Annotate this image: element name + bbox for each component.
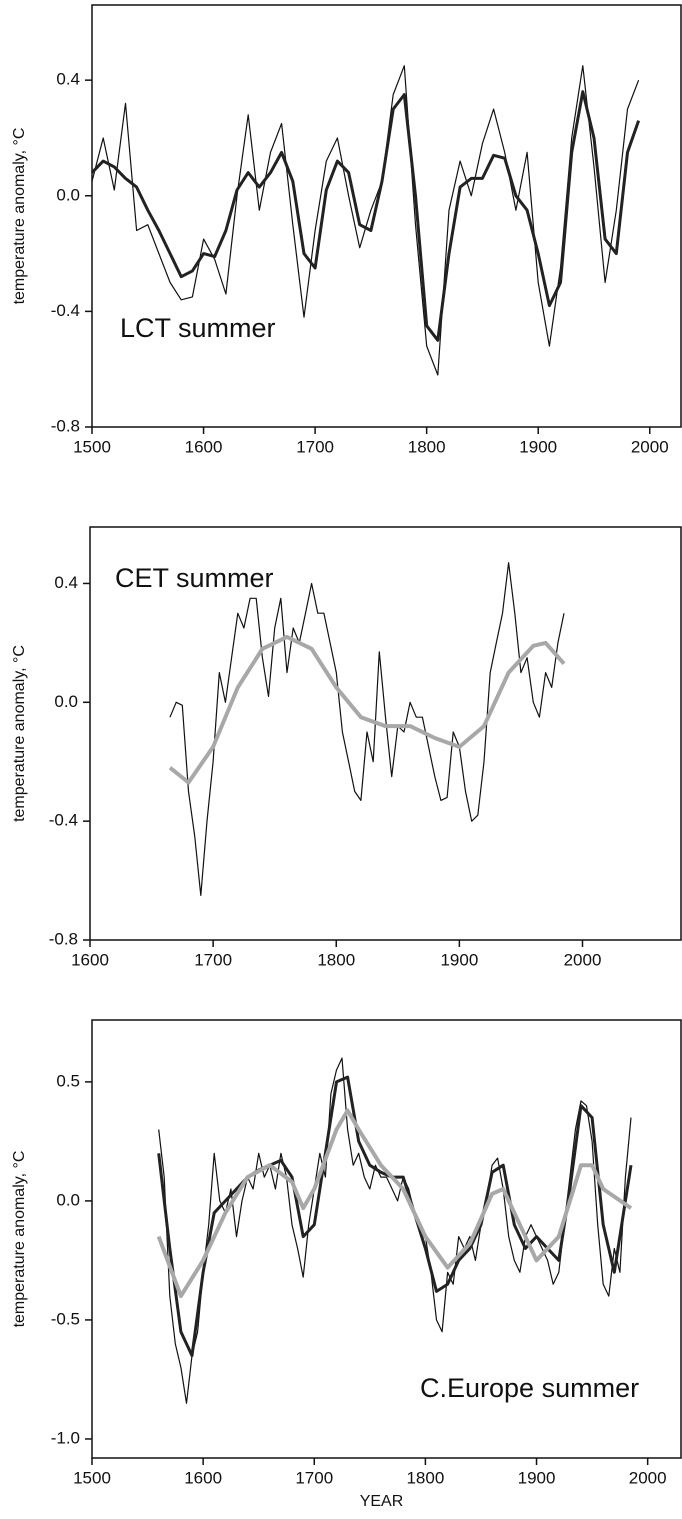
data-line xyxy=(158,1057,632,1404)
x-tick-label: 1600 xyxy=(184,1468,222,1487)
y-tick-label: -0.4 xyxy=(49,811,78,830)
y-axis-label: temperature anomaly, °C xyxy=(11,645,28,822)
data-line xyxy=(169,562,565,896)
y-axis-label: temperature anomaly, °C xyxy=(11,128,28,305)
x-tick-label: 1900 xyxy=(518,1468,556,1487)
x-tick-label: 2000 xyxy=(629,1468,667,1487)
x-tick-label: 1500 xyxy=(73,1468,111,1487)
x-tick-label: 1900 xyxy=(519,437,557,456)
y-tick-label: -0.5 xyxy=(51,1309,80,1328)
plot-frame xyxy=(91,1019,682,1459)
y-tick-label: -0.8 xyxy=(49,929,78,948)
x-tick-label: 1800 xyxy=(408,437,446,456)
plot-frame xyxy=(89,526,682,941)
y-tick-label: 0.5 xyxy=(56,1071,80,1090)
x-tick-label: 1800 xyxy=(406,1468,444,1487)
plot-frame xyxy=(91,4,682,428)
data-line xyxy=(156,1108,633,1299)
x-tick-label: 1600 xyxy=(71,950,109,969)
data-line xyxy=(157,1075,633,1358)
y-tick-label: 0.0 xyxy=(56,185,80,204)
x-tick-label: 1600 xyxy=(185,437,223,456)
x-axis-label: YEAR xyxy=(360,1493,404,1510)
y-tick-label: 0.4 xyxy=(54,573,78,592)
y-tick-label: -1.0 xyxy=(51,1428,80,1447)
y-tick-label: 0.0 xyxy=(56,1190,80,1209)
x-tick-label: 1800 xyxy=(317,950,355,969)
data-line xyxy=(168,634,566,785)
y-tick-label: -0.4 xyxy=(51,301,80,320)
x-tick-label: 2000 xyxy=(631,437,669,456)
panel-annotation: LCT summer xyxy=(120,313,276,343)
x-tick-label: 1700 xyxy=(295,1468,333,1487)
x-tick-label: 1700 xyxy=(194,950,232,969)
y-tick-label: 0.4 xyxy=(56,70,80,89)
x-tick-label: 2000 xyxy=(564,950,602,969)
panel-annotation: CET summer xyxy=(115,563,274,593)
y-tick-label: -0.8 xyxy=(51,416,80,435)
y-tick-label: 0.0 xyxy=(54,692,78,711)
panel-annotation: C.Europe summer xyxy=(420,1373,639,1403)
x-tick-label: 1700 xyxy=(296,437,334,456)
data-line xyxy=(90,90,641,342)
y-axis-label: temperature anomaly, °C xyxy=(11,1151,28,1328)
x-tick-label: 1500 xyxy=(73,437,111,456)
x-tick-label: 1900 xyxy=(440,950,478,969)
